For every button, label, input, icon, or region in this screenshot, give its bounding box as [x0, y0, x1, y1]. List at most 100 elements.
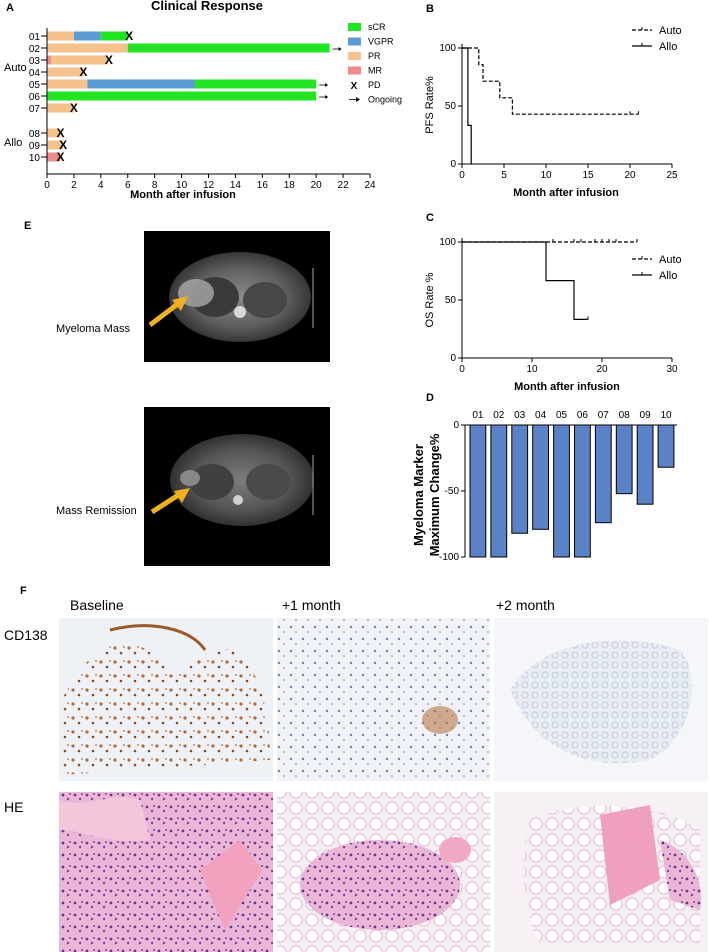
- histology-he-baseline: [59, 792, 273, 952]
- pfs-plot: 0 5 10 15 20 25 0 50 100 Auto Allo: [439, 25, 681, 181]
- swimmer-segment-sCR: [127, 43, 330, 53]
- panel-a-title: Clinical Response: [151, 0, 263, 13]
- c-plot-legend-label-auto: Auto: [659, 254, 682, 266]
- mri-before: [144, 231, 330, 362]
- legend-label-Ongoing: Ongoing: [368, 95, 402, 105]
- marker-bar-01: [469, 424, 487, 558]
- swimmer-segment-PR: [47, 67, 84, 77]
- legend-label-VGPR: VGPR: [368, 37, 394, 47]
- b-plot-x-tick-label: 10: [540, 170, 552, 181]
- swimmer-segment-VGPR: [87, 79, 196, 89]
- panel-letter-e: E: [24, 220, 31, 232]
- pd-marker: X: [56, 150, 64, 164]
- marker-bar-label-08: 08: [619, 410, 631, 421]
- legend-label-PD: PD: [368, 80, 381, 90]
- b-plot-y-tick-label: 50: [445, 101, 457, 112]
- b-plot-legend-label-allo: Allo: [659, 41, 677, 53]
- marker-bar-02: [490, 424, 508, 558]
- b-plot-y-tick-label: 100: [439, 43, 456, 54]
- marker-bar-05: [553, 424, 570, 558]
- marker-y-label-2: Maximum Change%: [427, 433, 442, 556]
- col-label-1-month: +1 month: [282, 597, 341, 613]
- a-x-tick-label: 16: [257, 180, 269, 191]
- panel-a-x-label: Month after infusion: [130, 189, 236, 201]
- b-plot-x-tick-label: 15: [582, 170, 594, 181]
- marker-bar-label-04: 04: [535, 410, 547, 421]
- legend-swatch-PR: [348, 52, 361, 60]
- b-plot-curve-auto: [462, 47, 639, 115]
- a-x-tick-label: 18: [284, 180, 296, 191]
- patient-label-09: 09: [29, 141, 41, 152]
- b-plot-curve-allo: [462, 47, 472, 164]
- d-y-tick-label: 0: [453, 420, 459, 431]
- c-plot-x-tick-label: 0: [459, 364, 465, 375]
- marker-bar-label-10: 10: [660, 410, 672, 421]
- marker-bar-07: [594, 424, 612, 524]
- swimmer-segment-sCR: [195, 79, 317, 89]
- a-x-tick-label: 10: [176, 180, 188, 191]
- a-x-tick-label: 12: [203, 180, 215, 191]
- c-plot-y-tick-label: 50: [445, 295, 457, 306]
- patient-label-07: 07: [29, 104, 41, 115]
- panel-b: B 0 5 10 15 20 25 0 50 100 Auto Allo Month after i…: [424, 3, 682, 199]
- swimmer-segment-PR: [47, 79, 88, 89]
- mri-after: [144, 407, 330, 566]
- marker-bar-08: [615, 424, 633, 495]
- row-label-he: HE: [4, 799, 23, 815]
- marker-bar-09: [636, 424, 654, 505]
- a-x-tick-label: 0: [44, 180, 50, 191]
- swimmer-segment-PR: [47, 128, 61, 138]
- a-x-tick-label: 14: [230, 180, 242, 191]
- remission-arrow: [150, 488, 190, 515]
- panel-e: E −1 month Myeloma Mass +4 month: [24, 220, 330, 566]
- panel-letter-d: D: [426, 392, 434, 404]
- c-plot-y-tick-label: 0: [450, 353, 456, 364]
- mri-after-label: +4 month: [175, 415, 234, 431]
- marker-bar-label-02: 02: [493, 410, 505, 421]
- marker-bar-label-06: 06: [577, 410, 589, 421]
- patient-label-08: 08: [29, 129, 41, 140]
- panel-letter-b: B: [426, 3, 434, 15]
- pd-marker: X: [70, 101, 78, 115]
- panel-f: F Baseline +1 month +2 month CD138 HE: [4, 585, 708, 952]
- pd-marker: X: [105, 53, 113, 67]
- marker-bar-06: [574, 424, 591, 558]
- c-plot-x-tick-label: 30: [666, 364, 678, 375]
- swimmer-segment-sCR: [100, 31, 128, 41]
- histology-cd138-1-month: [277, 618, 490, 781]
- marker-change-plot: 0 -50 -100 01 02 03 04 05 06 07 08 09 10: [439, 410, 677, 563]
- marker-bar-label-07: 07: [598, 410, 610, 421]
- swimmer-segment-VGPR: [73, 31, 101, 41]
- histology-cd138-2-month: [494, 618, 708, 781]
- os-y-label: OS Rate %: [424, 272, 436, 327]
- histology-he-1-month: [277, 792, 490, 952]
- marker-bar-label-09: 09: [640, 410, 652, 421]
- b-plot-legend-label-auto: Auto: [659, 25, 682, 37]
- pfs-y-label: PFS Rate%: [424, 76, 436, 134]
- swimmer-segment-sCR: [47, 91, 317, 101]
- b-plot-y-tick-label: 0: [450, 159, 456, 170]
- legend-label-MR: MR: [368, 66, 382, 76]
- panel-a-legend: sCR VGPR PR MR X PD Ongoing: [348, 22, 402, 105]
- ongoing-arrow-head: [325, 95, 329, 99]
- pd-marker: X: [125, 29, 133, 43]
- b-plot-x-tick-label: 0: [459, 170, 465, 181]
- os-x-label: Month after infusion: [514, 381, 620, 393]
- legend-label-PR: PR: [368, 51, 381, 61]
- mri-before-label: −1 month: [175, 238, 234, 254]
- a-x-tick-label: 6: [125, 180, 131, 191]
- a-x-tick-label: 20: [311, 180, 323, 191]
- marker-bar-label-05: 05: [556, 410, 568, 421]
- legend-swatch-MR: [348, 66, 361, 75]
- b-plot-x-tick-label: 5: [501, 170, 507, 181]
- b-plot-x-tick-label: 25: [666, 170, 678, 181]
- a-x-tick-label: 8: [152, 180, 158, 191]
- panel-a-x-axis: 0 2 4 6 8 10 12 14 16 18 20 22 24: [44, 28, 376, 191]
- panel-letter-c: C: [426, 212, 434, 224]
- pfs-x-label: Month after infusion: [513, 187, 619, 199]
- col-label-baseline: Baseline: [70, 597, 124, 613]
- swimmer-segment-PR: [47, 43, 128, 53]
- b-plot-x-tick-label: 20: [624, 170, 636, 181]
- group-label-allo: Allo: [4, 137, 22, 149]
